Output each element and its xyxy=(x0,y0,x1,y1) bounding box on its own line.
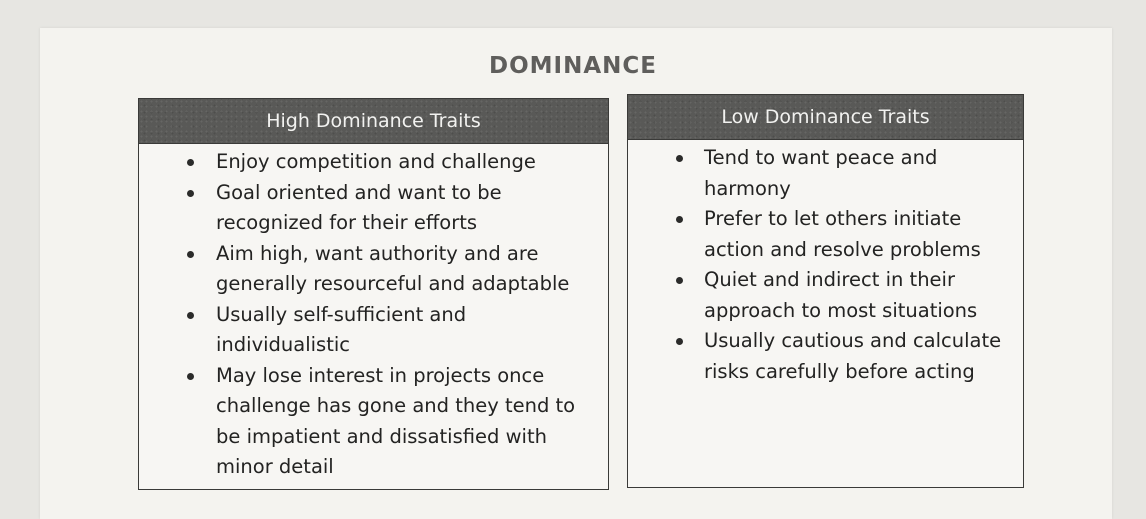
bullet-icon xyxy=(676,216,683,223)
trait-text: May lose interest in projects once chall… xyxy=(216,363,576,479)
trait-text: Goal oriented and want to be recognized … xyxy=(216,180,502,235)
bullet-icon xyxy=(676,155,683,162)
trait-text: Usually cautious and calculate risks car… xyxy=(704,329,1002,383)
trait-text: Aim high, want authority and are general… xyxy=(216,241,570,296)
bullet-icon xyxy=(187,189,194,197)
trait-text: Prefer to let others initiate action and… xyxy=(704,207,981,261)
high-dominance-table: High Dominance Traits Enjoy competition … xyxy=(138,98,609,490)
list-item: Goal oriented and want to be recognized … xyxy=(139,178,608,239)
trait-text: Enjoy competition and challenge xyxy=(216,150,536,173)
list-item: Prefer to let others initiate action and… xyxy=(628,204,1023,265)
trait-text: Quiet and indirect in their approach to … xyxy=(704,268,978,322)
high-dominance-traits-list: Enjoy competition and challenge Goal ori… xyxy=(139,147,608,483)
low-dominance-traits-list: Tend to want peace and harmony Prefer to… xyxy=(628,143,1023,387)
list-item: Usually cautious and calculate risks car… xyxy=(628,326,1023,387)
list-item: Aim high, want authority and are general… xyxy=(139,239,608,300)
bullet-icon xyxy=(676,338,683,345)
bullet-icon xyxy=(676,277,683,284)
page-title: DOMINANCE xyxy=(489,53,657,79)
bullet-icon xyxy=(187,372,194,380)
bullet-icon xyxy=(187,311,194,319)
bullet-icon xyxy=(187,159,194,166)
trait-text: Tend to want peace and harmony xyxy=(704,146,938,200)
bullet-icon xyxy=(187,250,194,258)
trait-text: Usually self-sufficient and individualis… xyxy=(216,302,467,357)
list-item: May lose interest in projects once chall… xyxy=(139,361,608,483)
list-item: Usually self-sufficient and individualis… xyxy=(139,300,608,361)
list-item: Enjoy competition and challenge xyxy=(139,147,608,178)
list-item: Quiet and indirect in their approach to … xyxy=(628,265,1023,326)
list-item: Tend to want peace and harmony xyxy=(628,143,1023,204)
low-dominance-table: Low Dominance Traits Tend to want peace … xyxy=(627,94,1024,488)
high-dominance-header: High Dominance Traits xyxy=(139,99,608,144)
low-dominance-header: Low Dominance Traits xyxy=(628,95,1023,140)
